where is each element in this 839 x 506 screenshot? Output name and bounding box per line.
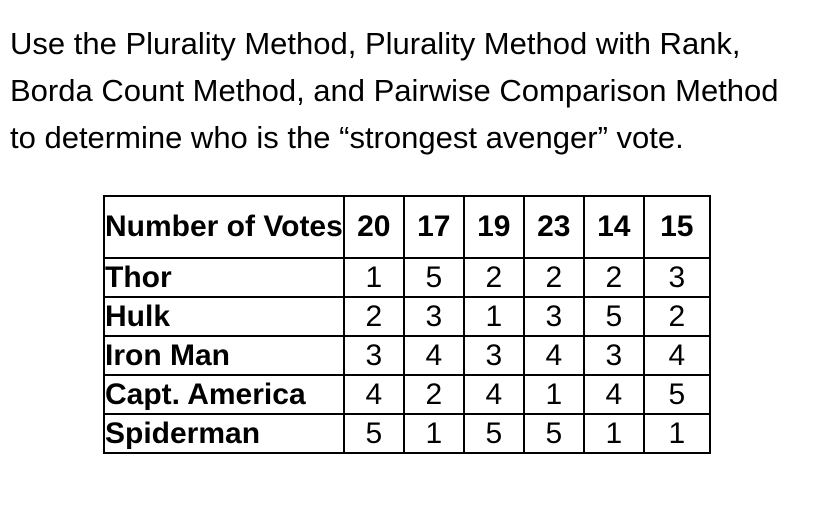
candidate-name-cell: Thor xyxy=(103,257,345,298)
rank-cell: 4 xyxy=(462,374,525,415)
rank-cell: 1 xyxy=(522,374,585,415)
rank-cell: 4 xyxy=(402,335,465,376)
preference-schedule-table: Number of Votes 20 17 19 23 14 15 Thor 1… xyxy=(103,195,711,454)
vote-count-cell: 19 xyxy=(462,195,525,259)
rank-cell: 3 xyxy=(402,296,465,337)
candidate-name-cell: Capt. America xyxy=(103,374,345,415)
rank-cell: 3 xyxy=(342,335,405,376)
table-row-iron-man: Iron Man 3 4 3 4 3 4 xyxy=(103,335,711,376)
rank-cell: 4 xyxy=(582,374,645,415)
rank-cell: 3 xyxy=(462,335,525,376)
table-row-thor: Thor 1 5 2 2 2 3 xyxy=(103,257,711,298)
candidate-name-cell: Hulk xyxy=(103,296,345,337)
rank-cell: 5 xyxy=(642,374,711,415)
table-body: Thor 1 5 2 2 2 3 Hulk 2 3 1 3 5 2 Iron M… xyxy=(103,257,711,454)
rank-cell: 4 xyxy=(642,335,711,376)
vote-count-cell: 14 xyxy=(582,195,645,259)
vote-count-cell: 23 xyxy=(522,195,585,259)
rank-cell: 5 xyxy=(342,413,405,454)
rank-cell: 2 xyxy=(642,296,711,337)
rank-cell: 5 xyxy=(582,296,645,337)
candidate-name-cell: Spiderman xyxy=(103,413,345,454)
rank-cell: 2 xyxy=(402,374,465,415)
rank-cell: 1 xyxy=(462,296,525,337)
header-row: Number of Votes 20 17 19 23 14 15 xyxy=(103,195,711,259)
rank-cell: 1 xyxy=(642,413,711,454)
table-row-capt-america: Capt. America 4 2 4 1 4 5 xyxy=(103,374,711,415)
rank-cell: 2 xyxy=(342,296,405,337)
header-label-cell: Number of Votes xyxy=(103,195,345,259)
rank-cell: 5 xyxy=(522,413,585,454)
rank-cell: 4 xyxy=(522,335,585,376)
problem-line-3: to determine who is the “strongest aveng… xyxy=(10,120,684,155)
rank-cell: 3 xyxy=(642,257,711,298)
rank-cell: 3 xyxy=(522,296,585,337)
table-header: Number of Votes 20 17 19 23 14 15 xyxy=(103,195,711,259)
rank-cell: 5 xyxy=(402,257,465,298)
rank-cell: 2 xyxy=(462,257,525,298)
vote-count-cell: 20 xyxy=(342,195,405,259)
problem-line-1: Use the Plurality Method, Plurality Meth… xyxy=(10,26,741,61)
rank-cell: 3 xyxy=(582,335,645,376)
problem-statement: Use the Plurality Method, Plurality Meth… xyxy=(10,20,779,161)
rank-cell: 1 xyxy=(342,257,405,298)
table-row-spiderman: Spiderman 5 1 5 5 1 1 xyxy=(103,413,711,454)
rank-cell: 2 xyxy=(522,257,585,298)
vote-count-cell: 15 xyxy=(642,195,711,259)
rank-cell: 4 xyxy=(342,374,405,415)
rank-cell: 1 xyxy=(402,413,465,454)
rank-cell: 1 xyxy=(582,413,645,454)
table-row-hulk: Hulk 2 3 1 3 5 2 xyxy=(103,296,711,337)
candidate-name-cell: Iron Man xyxy=(103,335,345,376)
vote-count-cell: 17 xyxy=(402,195,465,259)
rank-cell: 5 xyxy=(462,413,525,454)
problem-line-2: Borda Count Method, and Pairwise Compari… xyxy=(10,73,779,108)
rank-cell: 2 xyxy=(582,257,645,298)
